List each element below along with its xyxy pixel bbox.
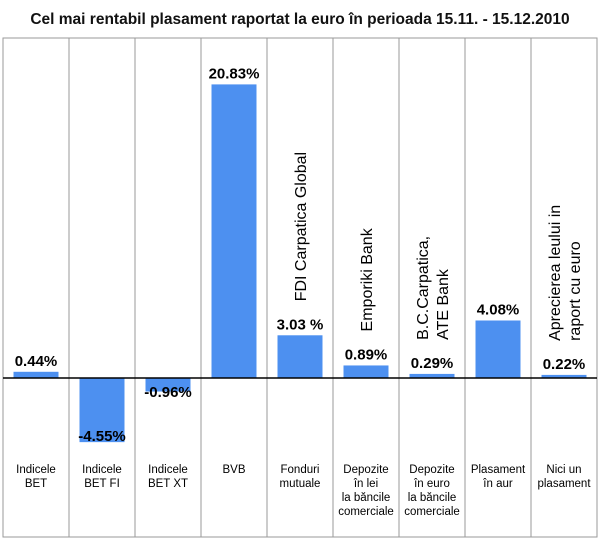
bar-annotation: FDI Carpatica Global: [293, 152, 310, 301]
bar-annotation: B.C.Carpatica, ATE Bank: [415, 236, 452, 340]
data-label: -4.55%: [78, 428, 126, 445]
chart-title: Cel mai rentabil plasament raportat la e…: [30, 11, 569, 28]
category-label: Indicele BET FI: [82, 464, 122, 490]
category-label: Indicele BET: [16, 464, 56, 490]
bar: [475, 320, 521, 378]
data-label: -0.96%: [144, 384, 192, 401]
bar-annotation: Aprecierea leului in raport cu euro: [547, 205, 584, 341]
category-label: BVB: [222, 464, 245, 476]
bar: [79, 378, 125, 443]
category-label: Plasament în aur: [471, 464, 526, 490]
data-labels-layer: 0.44% -4.55% -0.96% 20.83% 3.03 % 0.89% 0.29% 4…: [15, 65, 586, 445]
bar: [343, 365, 389, 378]
data-label: 0.29%: [411, 355, 454, 372]
category-label: Nici un plasament: [537, 464, 591, 490]
category-label: Fonduri mutuale: [280, 464, 321, 490]
data-label: 3.03 %: [277, 316, 324, 333]
category-label: Depozite în euro la băncile comerciale: [404, 464, 460, 518]
category-labels-layer: Indicele BET Indicele BET FI Indicele BET XT B…: [16, 464, 591, 518]
data-label: 4.08%: [477, 301, 520, 318]
bar-annotation: Emporiki Bank: [359, 227, 376, 331]
plot-frame: [2, 37, 598, 538]
plot-border: [2, 37, 598, 538]
bar: [211, 84, 257, 379]
bar: [277, 335, 323, 378]
data-label: 20.83%: [209, 65, 260, 82]
bar: [541, 374, 587, 378]
data-label: 0.44%: [15, 353, 58, 370]
annotations-layer: FDI Carpatica Global Emporiki Bank B.C.Car…: [293, 152, 584, 341]
data-label: 0.22%: [543, 356, 586, 373]
bar: [409, 373, 455, 378]
category-label: Indicele BET XT: [148, 464, 188, 490]
data-label: 0.89%: [345, 346, 388, 363]
bar: [145, 378, 191, 392]
bar: [13, 371, 59, 378]
bars-layer: [13, 84, 587, 443]
category-label: Depozite în lei la băncile comerciale: [338, 464, 394, 518]
